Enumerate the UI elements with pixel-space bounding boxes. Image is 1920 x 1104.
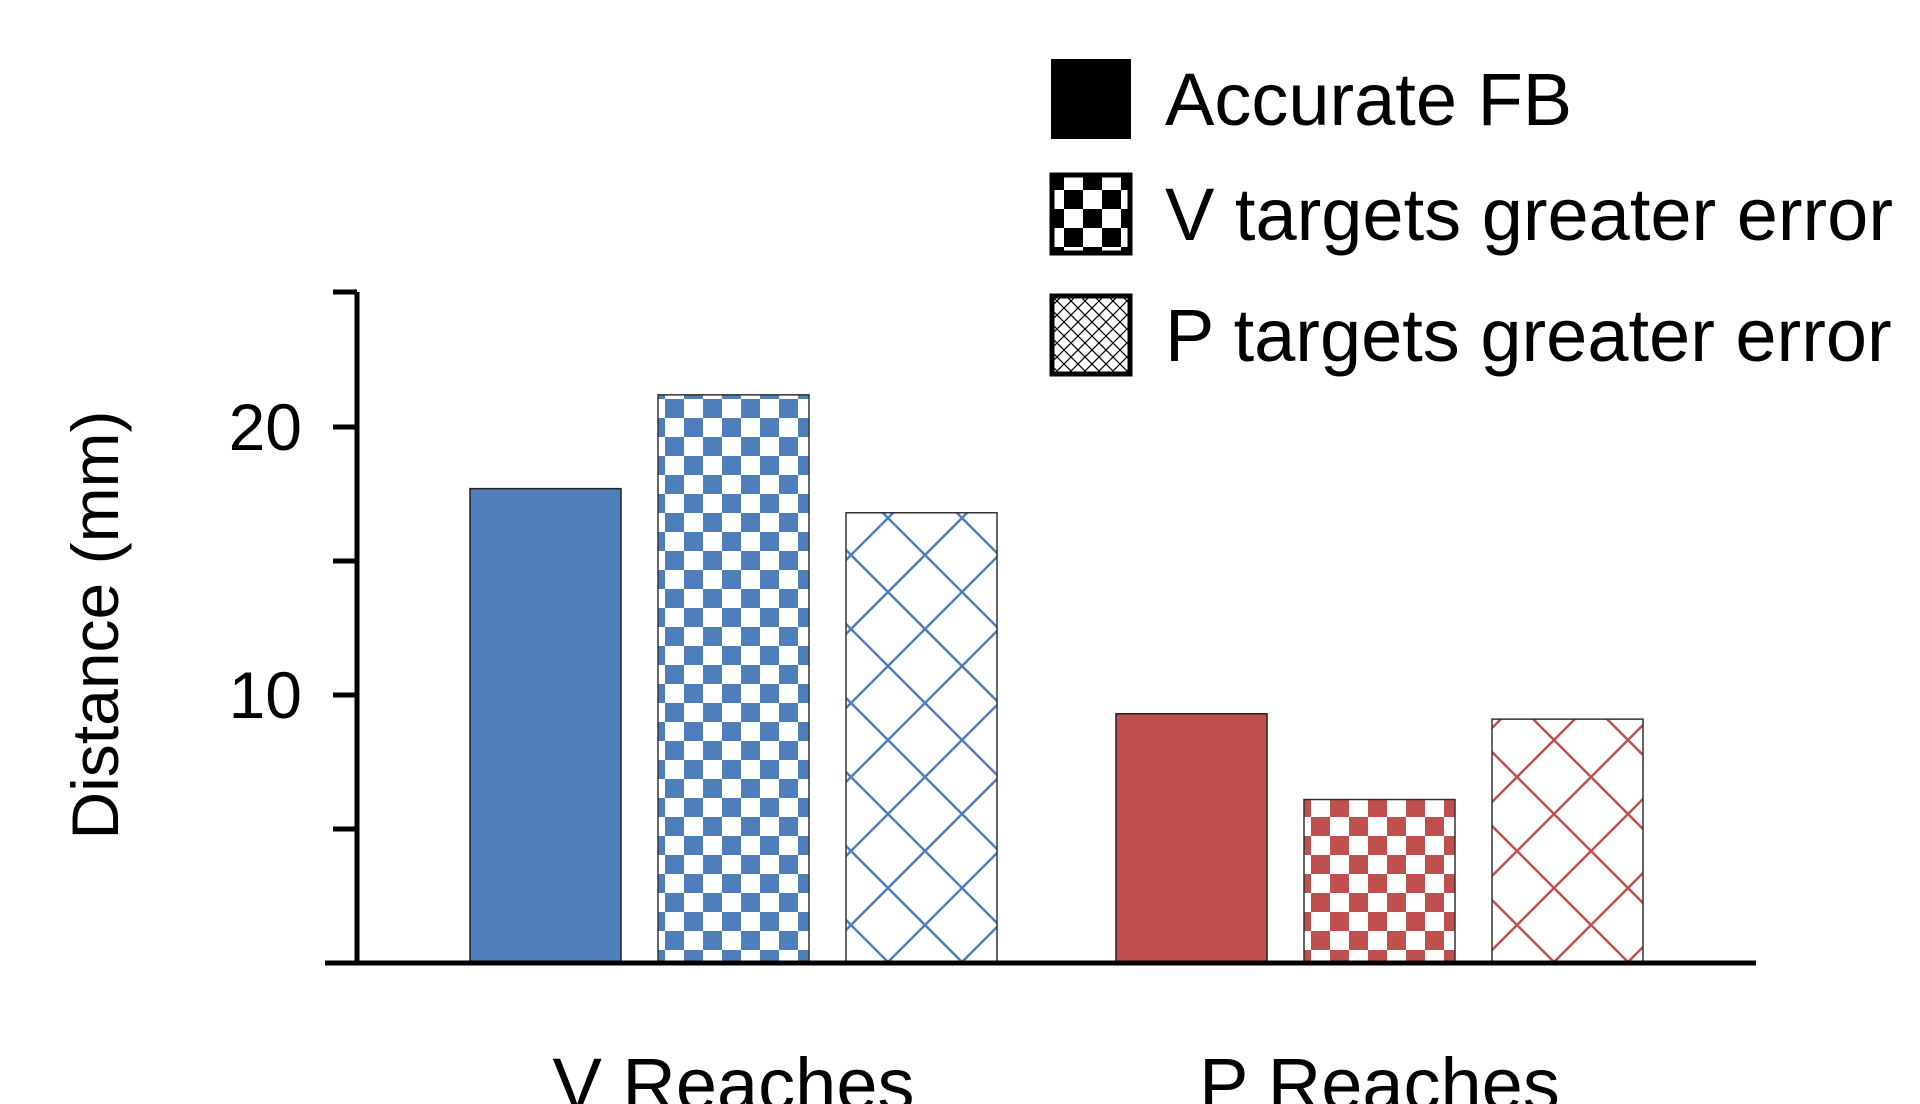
bar-accurate-fb-p-reaches — [1115, 713, 1268, 964]
legend-item: V targets greater error — [1049, 172, 1893, 256]
bar-p-targets-v-reaches — [845, 512, 998, 964]
legend-label: Accurate FB — [1165, 58, 1572, 141]
bar-p-targets-p-reaches — [1491, 718, 1644, 964]
bar-v-targets-p-reaches — [1303, 798, 1456, 964]
legend-item: P targets greater error — [1049, 293, 1892, 377]
legend-swatch — [1049, 172, 1133, 256]
bar-v-targets-v-reaches — [657, 394, 810, 964]
y-tick-label: 10 — [229, 658, 302, 732]
category-label: P Reaches — [1199, 1043, 1560, 1104]
legend-label: P targets greater error — [1165, 294, 1892, 377]
bar-accurate-fb-v-reaches — [469, 487, 622, 964]
legend-item: Accurate FB — [1051, 58, 1572, 141]
category-labels: V Reaches P Reaches — [553, 1043, 1560, 1104]
legend-swatch — [1049, 293, 1133, 377]
bars — [469, 394, 1644, 964]
legend-swatch — [1051, 59, 1131, 139]
y-axis-title: Distance (mm) — [58, 410, 132, 839]
legend-label: V targets greater error — [1165, 173, 1893, 256]
y-tick-label: 20 — [229, 390, 302, 464]
legend: Accurate FB V targets greater error P targ… — [1049, 58, 1893, 377]
category-label: V Reaches — [553, 1043, 915, 1104]
